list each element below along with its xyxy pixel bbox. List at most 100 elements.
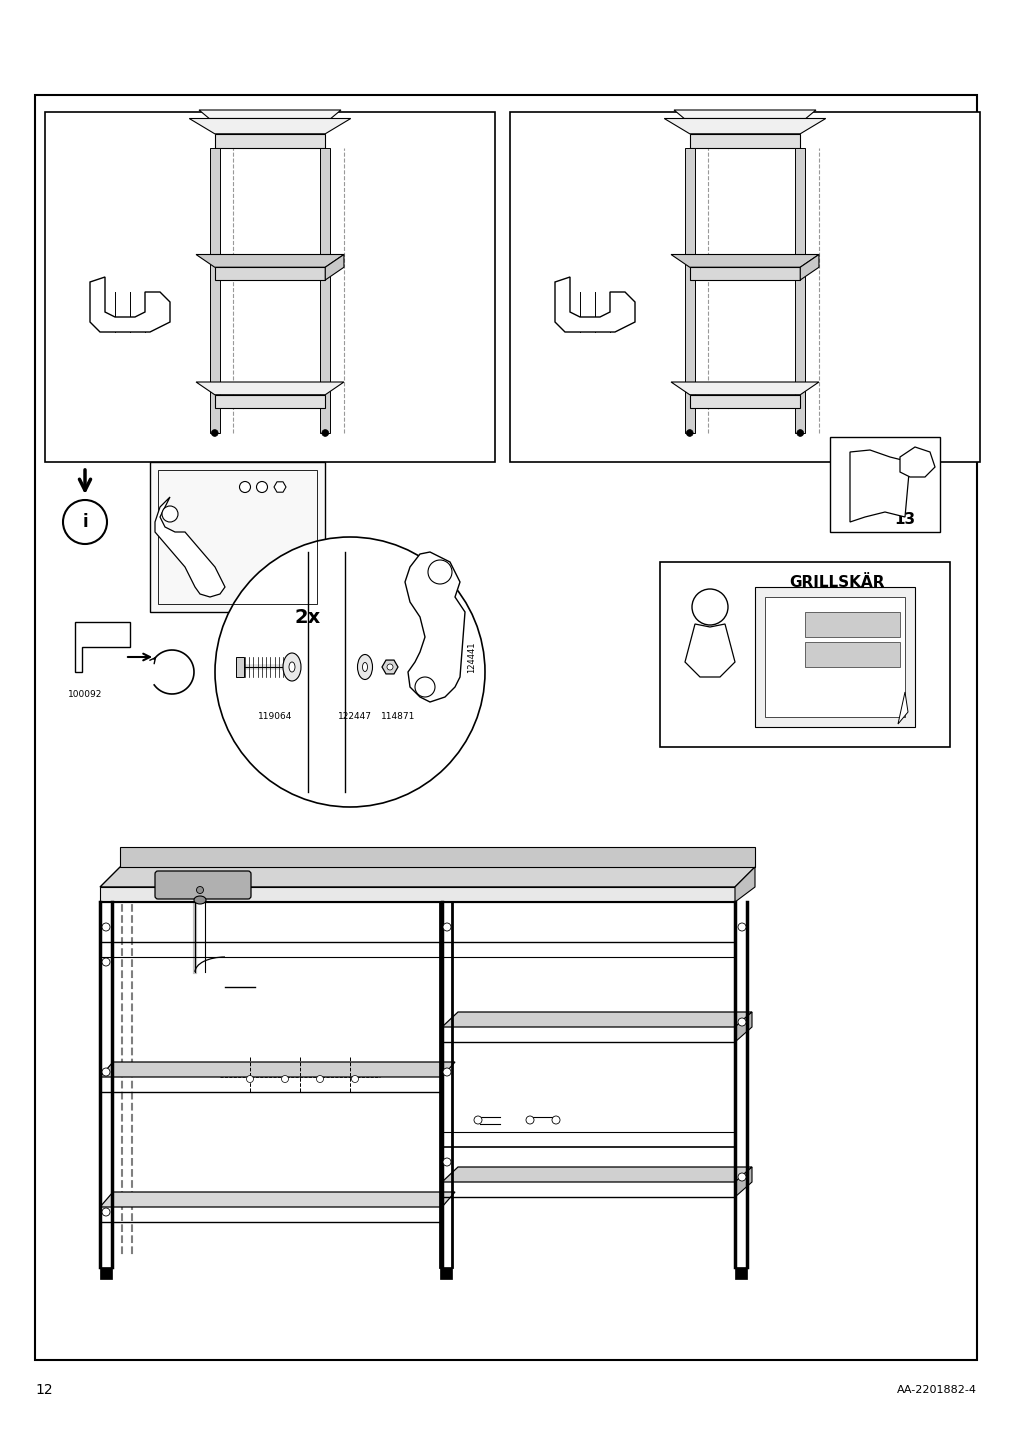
Circle shape xyxy=(196,886,203,894)
Polygon shape xyxy=(199,110,341,119)
Circle shape xyxy=(737,924,745,931)
Circle shape xyxy=(256,481,267,493)
Ellipse shape xyxy=(362,663,367,672)
Ellipse shape xyxy=(289,662,295,672)
Circle shape xyxy=(102,1209,110,1216)
Text: 2x: 2x xyxy=(295,607,320,627)
Polygon shape xyxy=(100,866,754,886)
Polygon shape xyxy=(690,395,800,408)
Polygon shape xyxy=(673,110,815,119)
Bar xyxy=(100,1267,112,1279)
Bar xyxy=(150,463,325,611)
Circle shape xyxy=(526,1116,534,1124)
Circle shape xyxy=(63,500,107,544)
Polygon shape xyxy=(442,1167,751,1181)
Polygon shape xyxy=(381,660,397,674)
Polygon shape xyxy=(849,450,909,523)
Bar xyxy=(754,587,914,727)
Bar xyxy=(510,112,979,463)
Bar xyxy=(795,149,805,432)
Text: 124441: 124441 xyxy=(467,642,476,673)
Text: i: i xyxy=(82,513,88,531)
Polygon shape xyxy=(734,1167,751,1197)
Text: GRILLSKÄR: GRILLSKÄR xyxy=(789,574,885,590)
Circle shape xyxy=(551,1116,559,1124)
Bar xyxy=(684,149,695,432)
Ellipse shape xyxy=(357,654,372,680)
Polygon shape xyxy=(442,1012,751,1027)
Circle shape xyxy=(102,958,110,967)
Polygon shape xyxy=(155,497,224,597)
Circle shape xyxy=(162,505,178,523)
Circle shape xyxy=(214,537,484,808)
Circle shape xyxy=(211,430,218,437)
Circle shape xyxy=(247,1075,253,1083)
Polygon shape xyxy=(897,692,907,725)
Polygon shape xyxy=(75,621,129,672)
Circle shape xyxy=(428,560,452,584)
Polygon shape xyxy=(690,133,800,149)
Polygon shape xyxy=(214,268,325,281)
Text: AA-2201882-4: AA-2201882-4 xyxy=(896,1385,976,1395)
Polygon shape xyxy=(196,255,344,268)
Bar xyxy=(209,149,219,432)
Circle shape xyxy=(796,430,803,437)
Polygon shape xyxy=(899,447,934,477)
Circle shape xyxy=(102,924,110,931)
Polygon shape xyxy=(325,255,344,281)
Text: 100092: 100092 xyxy=(68,690,102,699)
Ellipse shape xyxy=(194,896,206,904)
Circle shape xyxy=(102,1068,110,1075)
Text: 13: 13 xyxy=(893,513,914,527)
Polygon shape xyxy=(670,382,818,395)
Polygon shape xyxy=(274,481,286,493)
Polygon shape xyxy=(90,276,170,332)
FancyBboxPatch shape xyxy=(155,871,251,899)
Polygon shape xyxy=(734,866,754,902)
Polygon shape xyxy=(734,1012,751,1042)
Circle shape xyxy=(692,589,727,624)
Circle shape xyxy=(685,430,693,437)
Polygon shape xyxy=(404,551,464,702)
Text: 122447: 122447 xyxy=(338,712,372,720)
Bar xyxy=(829,437,939,533)
Bar xyxy=(44,112,494,463)
Polygon shape xyxy=(214,133,325,149)
Circle shape xyxy=(737,1173,745,1181)
Circle shape xyxy=(443,924,451,931)
Text: 12: 12 xyxy=(35,1383,53,1398)
Polygon shape xyxy=(554,276,634,332)
Circle shape xyxy=(415,677,435,697)
Polygon shape xyxy=(189,119,351,133)
Circle shape xyxy=(240,481,251,493)
Bar xyxy=(35,95,976,1360)
Bar xyxy=(236,657,244,677)
Bar xyxy=(764,597,904,717)
Circle shape xyxy=(737,1018,745,1025)
Circle shape xyxy=(316,1075,324,1083)
Bar xyxy=(319,149,330,432)
Ellipse shape xyxy=(386,664,392,670)
Bar xyxy=(734,1267,746,1279)
Polygon shape xyxy=(120,846,754,866)
Circle shape xyxy=(473,1116,481,1124)
Circle shape xyxy=(321,430,329,437)
Bar xyxy=(804,611,899,637)
Polygon shape xyxy=(100,1063,455,1077)
Circle shape xyxy=(443,1068,451,1075)
Circle shape xyxy=(443,1158,451,1166)
Polygon shape xyxy=(196,382,344,395)
Ellipse shape xyxy=(283,653,300,682)
Bar xyxy=(659,561,949,748)
Polygon shape xyxy=(690,268,800,281)
Polygon shape xyxy=(663,119,825,133)
Bar xyxy=(440,1267,452,1279)
Polygon shape xyxy=(100,886,734,902)
Circle shape xyxy=(281,1075,288,1083)
Text: 114871: 114871 xyxy=(380,712,415,720)
Bar xyxy=(158,470,316,604)
Polygon shape xyxy=(214,395,325,408)
Polygon shape xyxy=(670,255,818,268)
Text: 119064: 119064 xyxy=(258,712,292,720)
Polygon shape xyxy=(100,1191,455,1207)
